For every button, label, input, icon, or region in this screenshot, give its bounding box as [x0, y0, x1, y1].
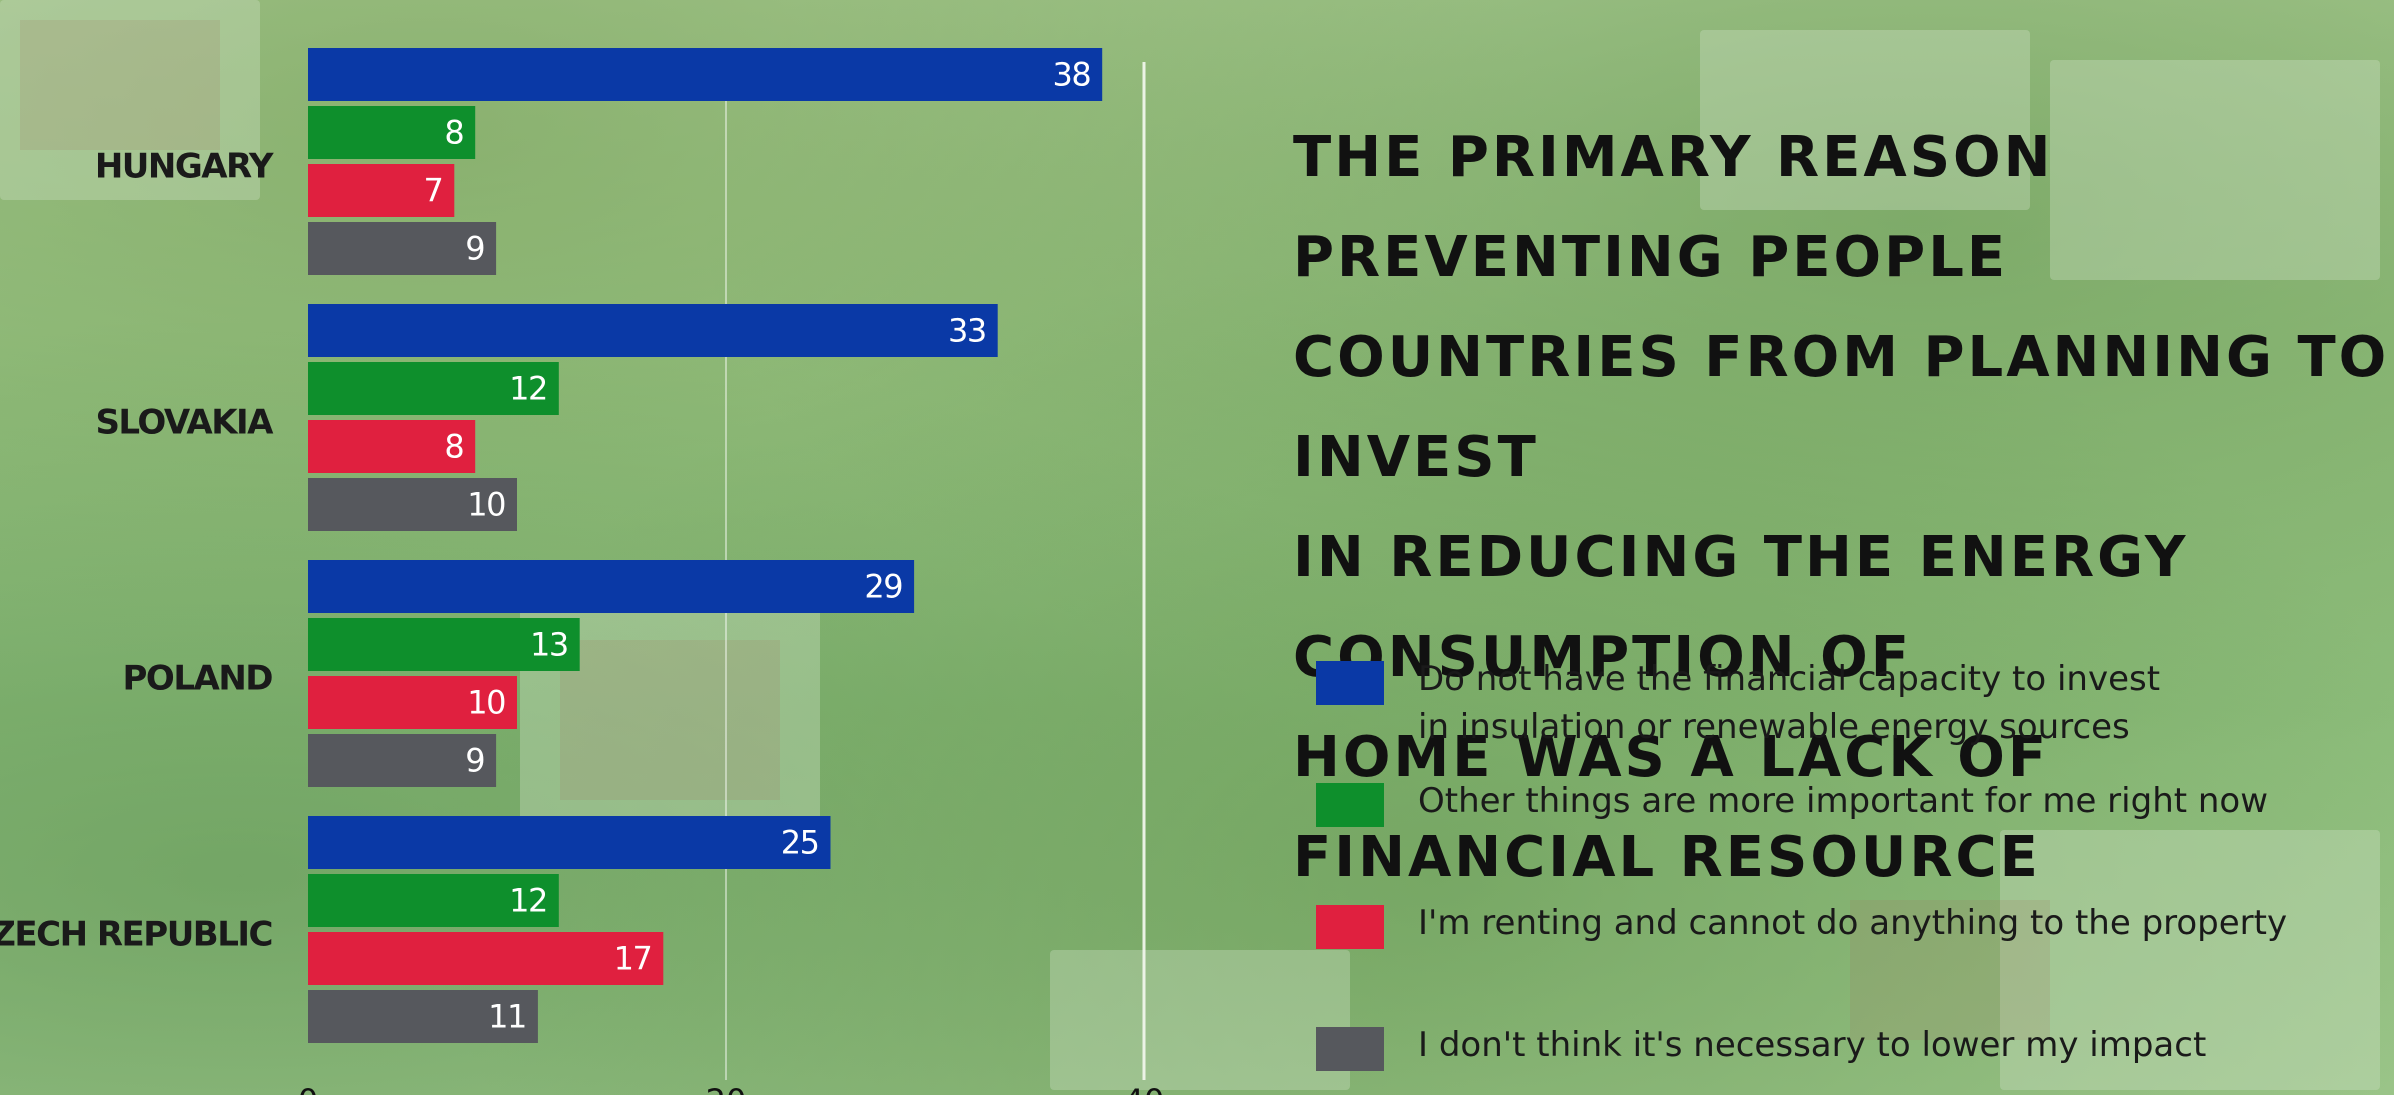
bar — [308, 874, 559, 927]
legend-swatch — [1316, 661, 1384, 705]
labels: 02040HUNGARY38879SLOVAKIA3312810POLAND29… — [0, 56, 1164, 1095]
bar-value-label: 9 — [465, 230, 484, 268]
bar-value-label: 17 — [614, 940, 652, 978]
bar — [308, 990, 538, 1043]
bar — [308, 106, 476, 159]
bar — [308, 164, 455, 217]
legend-item: Other things are more important for me r… — [1316, 777, 2348, 827]
bar — [308, 222, 497, 275]
legend-item: I don't think it's necessary to lower my… — [1316, 1021, 2348, 1071]
legend-label: I'm renting and cannot do anything to th… — [1418, 903, 2288, 943]
bar-value-label: 12 — [509, 370, 547, 408]
bar-value-label: 10 — [467, 684, 505, 722]
bar-value-label: 29 — [864, 568, 902, 606]
x-tick-label: 40 — [1124, 1082, 1165, 1095]
bar — [308, 932, 664, 985]
bar — [308, 478, 517, 531]
country-label: HUNGARY — [95, 147, 274, 187]
bar — [308, 48, 1103, 101]
bar-value-label: 9 — [465, 742, 484, 780]
bar — [308, 304, 998, 357]
legend-label: Do not have the financial capacity to in… — [1418, 659, 2161, 747]
bar-value-label: 10 — [467, 486, 505, 524]
bar — [308, 816, 831, 869]
legend-item: Do not have the financial capacity to in… — [1316, 655, 2348, 751]
legend-label: I don't think it's necessary to lower my… — [1418, 1025, 2207, 1065]
bar — [308, 362, 559, 415]
bar-value-label: 8 — [444, 114, 463, 152]
bar — [308, 560, 915, 613]
bar-value-label: 11 — [488, 998, 526, 1036]
country-label: POLAND — [123, 659, 273, 699]
bar-value-label: 33 — [948, 312, 986, 350]
bar-value-label: 7 — [423, 172, 442, 210]
bar-value-label: 38 — [1052, 56, 1090, 94]
country-label: CZECH REPUBLIC — [0, 915, 272, 955]
legend-label: Other things are more important for me r… — [1418, 781, 2269, 821]
bar — [308, 420, 476, 473]
bar — [308, 676, 517, 729]
bar — [308, 618, 580, 671]
bars — [308, 48, 1103, 1043]
bar-value-label: 12 — [509, 882, 547, 920]
bar-value-label: 13 — [530, 626, 568, 664]
legend-swatch — [1316, 905, 1384, 949]
country-label: SLOVAKIA — [95, 403, 274, 443]
bar-value-label: 25 — [781, 824, 819, 862]
legend-swatch — [1316, 783, 1384, 827]
x-tick-label: 20 — [706, 1082, 747, 1095]
legend-swatch — [1316, 1027, 1384, 1071]
bar — [308, 734, 497, 787]
legend-item: I'm renting and cannot do anything to th… — [1316, 899, 2348, 949]
chart-headline: THE PRIMARY REASON PREVENTING PEOPLE COU… — [1293, 125, 2390, 890]
bar-value-label: 8 — [444, 428, 463, 466]
x-tick-label: 0 — [298, 1082, 318, 1095]
